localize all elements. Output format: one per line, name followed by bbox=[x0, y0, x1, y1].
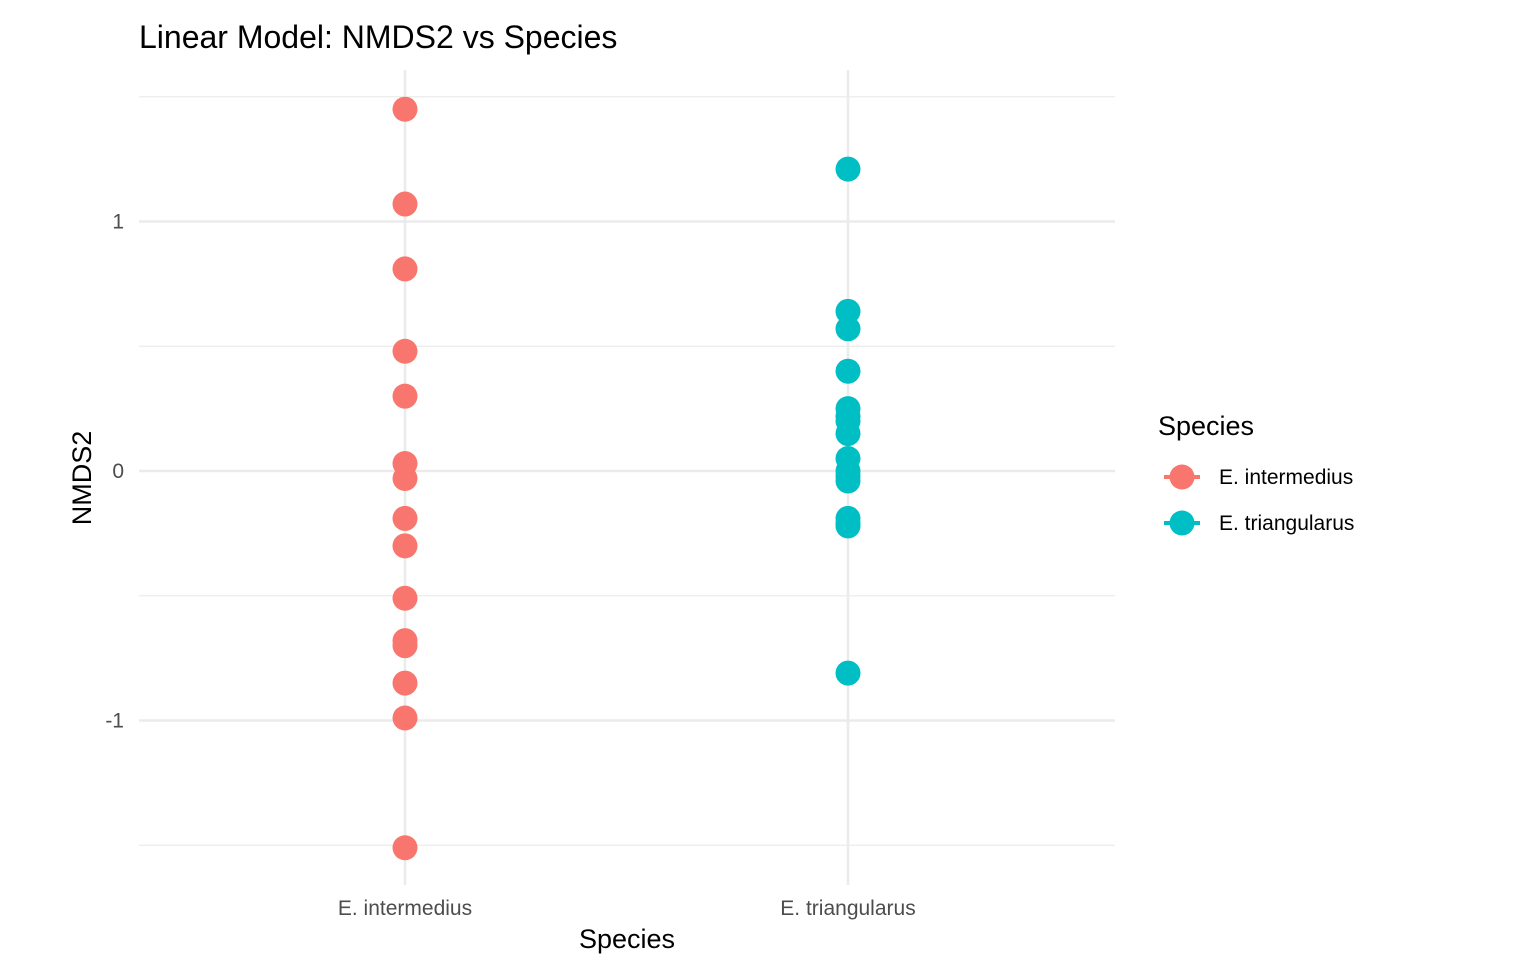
legend: Species E. intermedius E. triangularus bbox=[1158, 411, 1354, 536]
data-point bbox=[392, 338, 418, 364]
data-point bbox=[392, 96, 418, 122]
data-point bbox=[835, 513, 861, 539]
legend-label: E. triangularus bbox=[1219, 512, 1354, 535]
data-point bbox=[835, 358, 861, 384]
x-tick-label: E. intermedius bbox=[338, 897, 472, 920]
legend-key-point bbox=[1169, 510, 1195, 536]
data-point bbox=[392, 191, 418, 217]
y-tick-label: -1 bbox=[105, 710, 124, 733]
data-point bbox=[835, 468, 861, 494]
legend-label: E. intermedius bbox=[1219, 466, 1353, 489]
data-point bbox=[392, 383, 418, 409]
y-tick-label: 1 bbox=[112, 211, 124, 234]
legend-item: E. intermedius bbox=[1164, 464, 1353, 490]
data-point bbox=[392, 633, 418, 659]
data-point bbox=[392, 465, 418, 491]
data-point bbox=[392, 835, 418, 861]
data-point bbox=[392, 256, 418, 282]
data-point bbox=[392, 533, 418, 559]
data-point bbox=[392, 585, 418, 611]
legend-title: Species bbox=[1158, 411, 1254, 441]
data-point bbox=[835, 298, 861, 324]
y-axis-ticks: -1 0 1 bbox=[105, 211, 124, 733]
chart-title: Linear Model: NMDS2 vs Species bbox=[139, 19, 617, 55]
x-tick-label: E. triangularus bbox=[780, 897, 915, 920]
data-point bbox=[835, 316, 861, 342]
gridlines bbox=[139, 70, 1115, 885]
y-tick-label: 0 bbox=[112, 460, 124, 483]
data-point bbox=[392, 705, 418, 731]
legend-items: E. intermedius E. triangularus bbox=[1164, 464, 1354, 536]
data-point bbox=[392, 670, 418, 696]
data-point bbox=[392, 505, 418, 531]
data-points bbox=[392, 96, 861, 861]
y-axis-title: NMDS2 bbox=[67, 431, 97, 526]
x-axis-ticks: E. intermedius E. triangularus bbox=[338, 897, 916, 920]
x-axis-title: Species bbox=[579, 924, 675, 954]
legend-key-point bbox=[1169, 464, 1195, 490]
legend-item: E. triangularus bbox=[1164, 510, 1354, 536]
data-point bbox=[835, 156, 861, 182]
data-point bbox=[835, 421, 861, 447]
data-point bbox=[835, 660, 861, 686]
